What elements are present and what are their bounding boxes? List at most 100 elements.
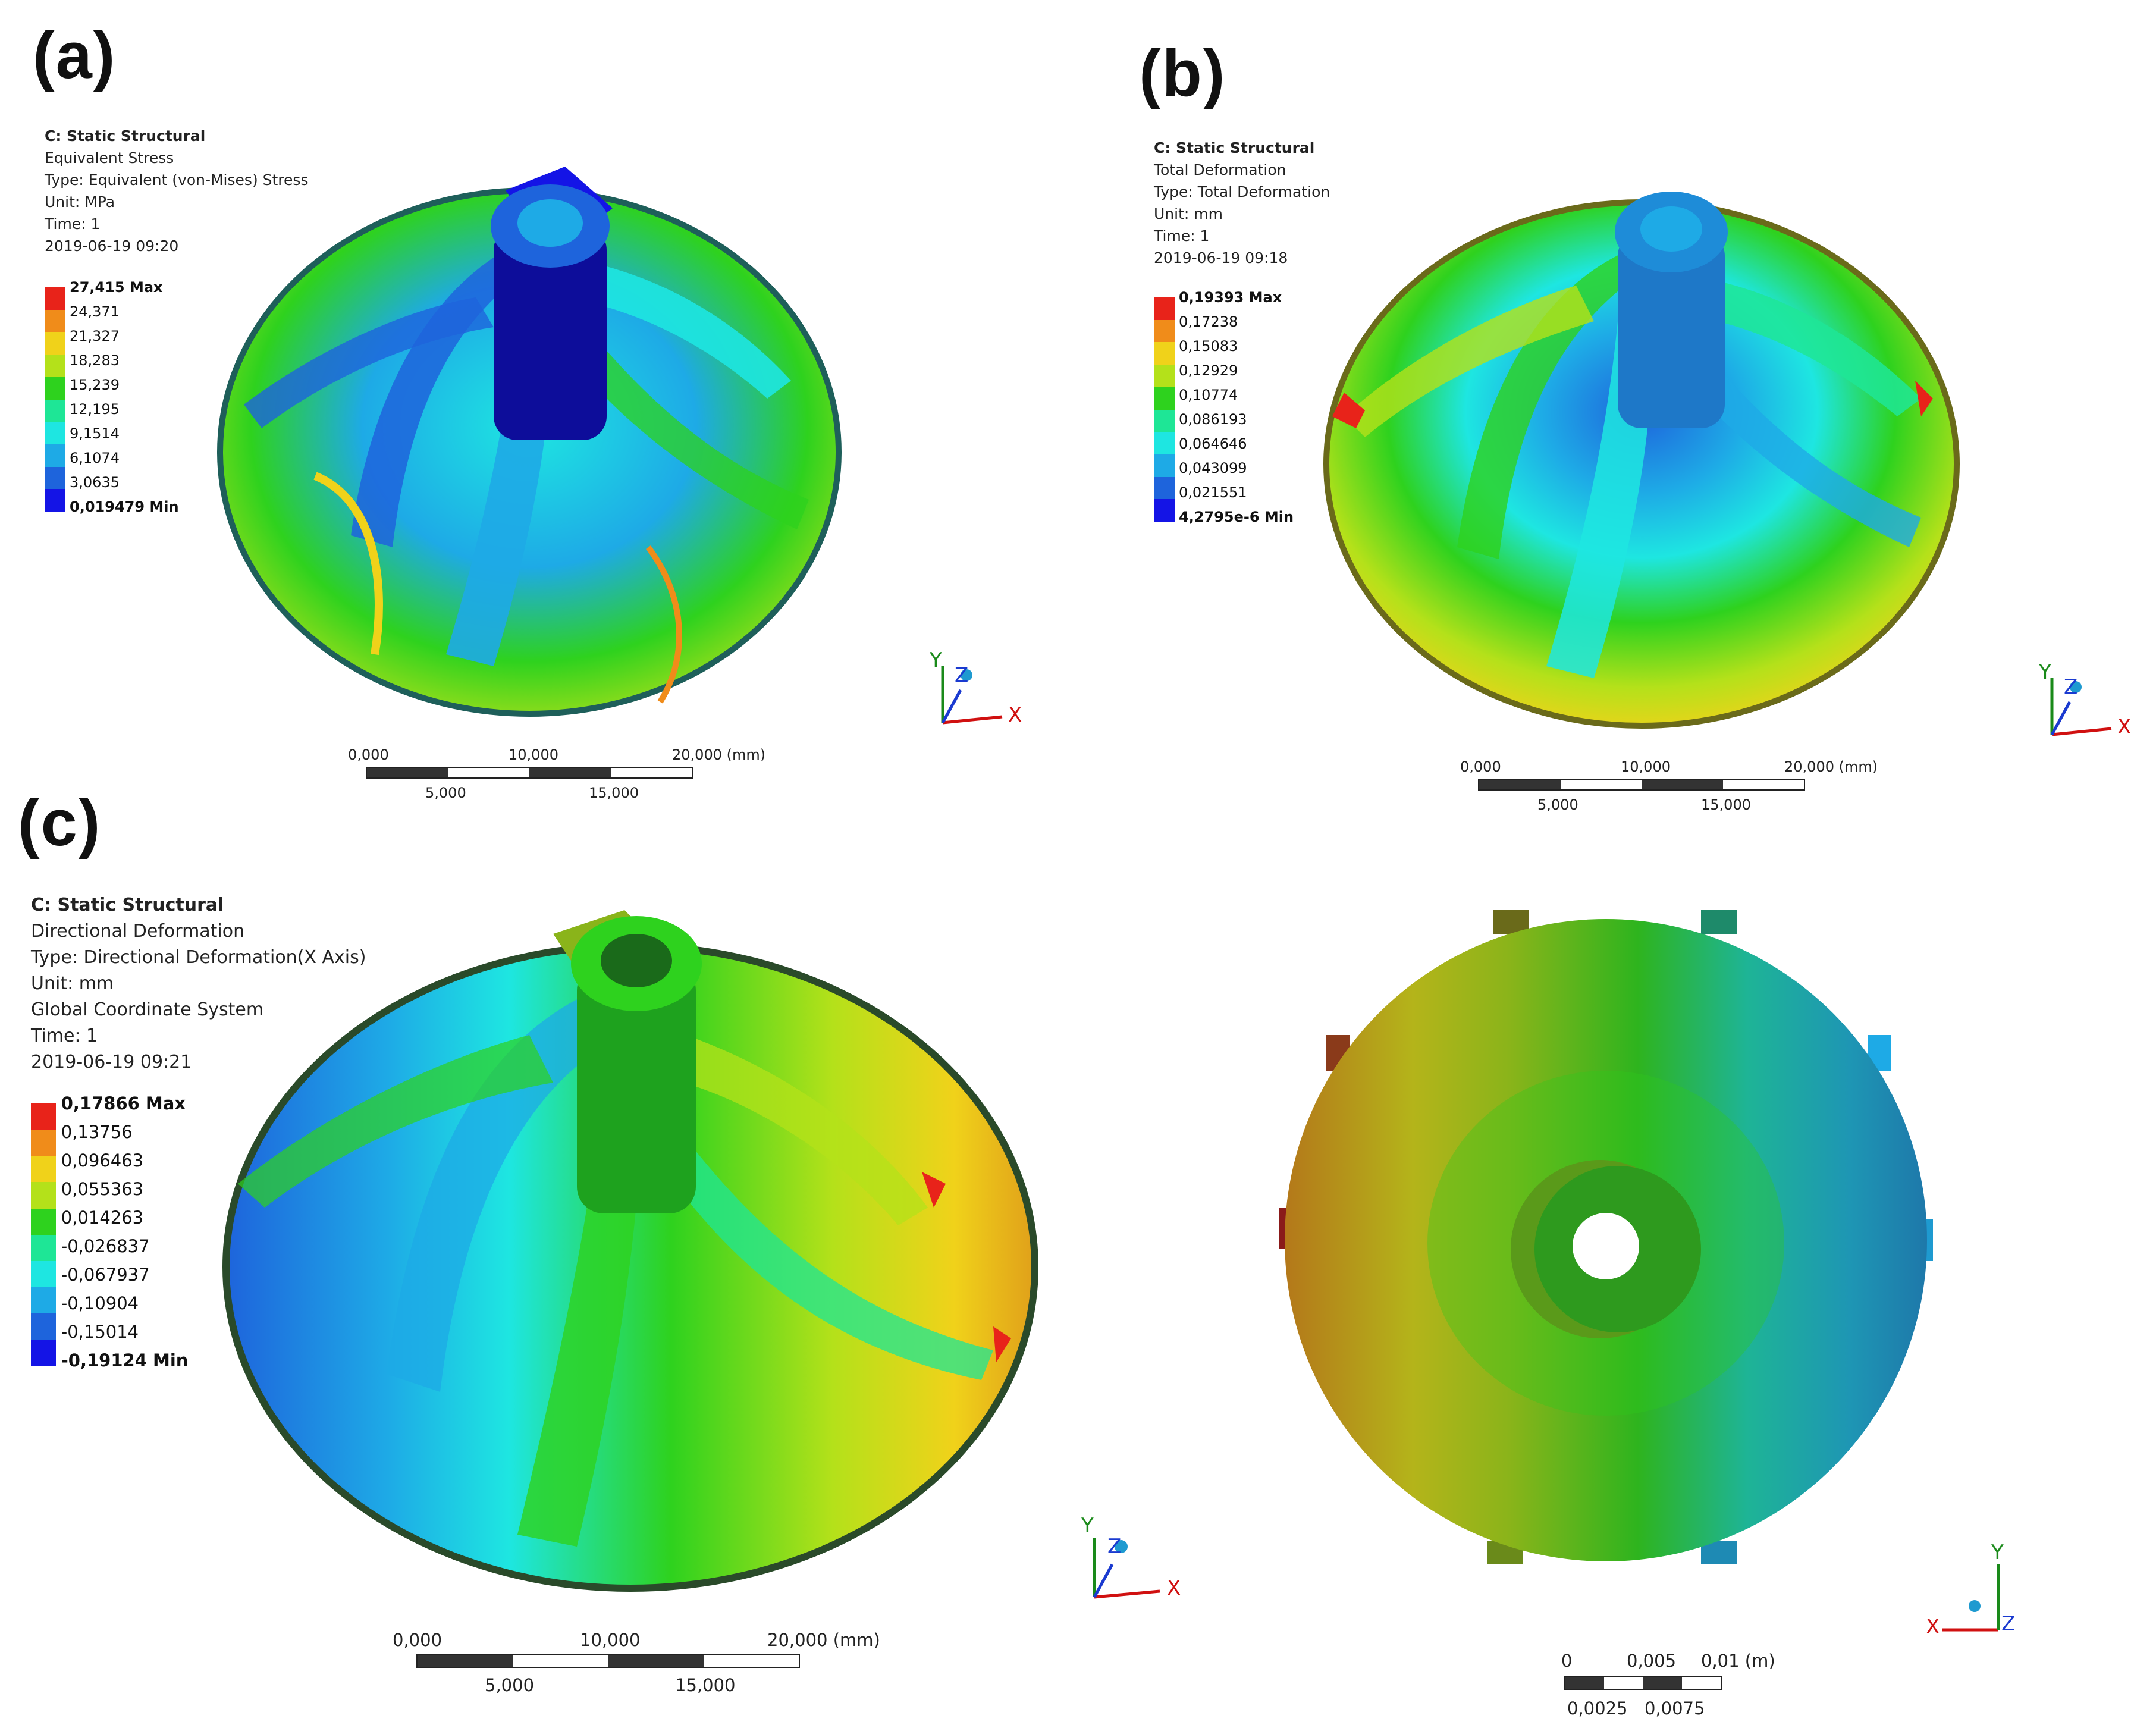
scale-bottom-0-a: 5,000 [425, 785, 466, 801]
legend-swatch [1154, 454, 1175, 477]
triad-svg-c [1093, 1538, 1160, 1599]
impeller-render-b [1323, 192, 1960, 729]
legend-swatch [1154, 432, 1175, 455]
legend-value: 0,043099 [1179, 459, 1247, 476]
blade-a-1 [351, 238, 541, 547]
scale-bottom-1-d: 0,0075 [1645, 1698, 1705, 1718]
blade-a-5 [244, 297, 494, 428]
legend-swatch [31, 1208, 57, 1235]
scale-top-0-a: 0,000 [348, 747, 389, 763]
legend-swatch [1154, 387, 1175, 410]
legend-value: 9,1514 [70, 425, 120, 442]
tip-b-2 [1915, 381, 1933, 416]
axis-x-label-c: X [1167, 1576, 1181, 1600]
axis-triad-d: X Y Z [1915, 1541, 2034, 1648]
blade-b-1 [1457, 250, 1642, 559]
legend-value: 0,019479 Min [70, 498, 179, 515]
axis-x-label-b: X [2117, 715, 2132, 739]
color-legend-c: 0,17866 Max 0,13756 0,096463 0,055363 0,0142… [31, 1093, 245, 1401]
legend-swatch [45, 444, 65, 467]
legend-swatch [1154, 297, 1175, 320]
legend-swatch [1154, 409, 1175, 432]
stream-a-1 [313, 472, 383, 656]
legend-swatch [45, 309, 65, 333]
legend-value: 21,327 [70, 327, 120, 344]
info-unit: Unit: MPa [45, 193, 115, 211]
axis-x-label-a: X [1008, 703, 1022, 727]
blade-c-3 [517, 1112, 642, 1547]
legend-swatch [45, 422, 65, 445]
info-time: Time: 1 [31, 1025, 98, 1046]
hub-c [577, 964, 696, 1213]
blade-a-4 [559, 315, 809, 529]
blade-c-2 [648, 1023, 928, 1225]
triad-svg-d [1942, 1564, 2000, 1632]
hub-a [494, 226, 607, 440]
legend-swatch [45, 287, 65, 310]
legend-value: 12,195 [70, 400, 120, 418]
scale-top-2-b: 20,000 (mm) [1784, 758, 1878, 775]
legend-swatch [31, 1182, 57, 1209]
info-box-c: C: Static Structural Directional Deforma… [31, 892, 366, 1075]
blade-b-2 [1677, 274, 1921, 416]
legend-value: 0,086193 [1179, 410, 1247, 428]
info-date: 2019-06-19 09:18 [1154, 249, 1288, 266]
info-box-a: C: Static Structural Equivalent Stress T… [45, 125, 308, 257]
legend-value: 0,055363 [61, 1178, 144, 1199]
legend-swatch [45, 332, 65, 355]
panel-label-a: (a) [33, 19, 117, 92]
info-analysis: C: Static Structural [31, 895, 224, 915]
legend-value: -0,19124 Min [61, 1350, 189, 1371]
info-analysis: C: Static Structural [45, 127, 206, 145]
axis-y-label-c: Y [1081, 1514, 1094, 1538]
scale-bottom-1-b: 15,000 [1701, 796, 1751, 813]
legend-value: 0,021551 [1179, 484, 1247, 501]
triad-svg-a [941, 666, 1003, 725]
legend-value: 15,239 [70, 376, 120, 393]
legend-value: 0,17238 [1179, 313, 1238, 330]
scale-top-1-b: 10,000 [1621, 758, 1671, 775]
panel-label-c: (c) [18, 786, 102, 860]
scale-top-2-a: 20,000 (mm) [672, 747, 766, 763]
legend-value: 0,12929 [1179, 362, 1238, 379]
legend-value: 18,283 [70, 352, 120, 369]
legend-value: 0,014263 [61, 1207, 144, 1228]
legend-value: 0,096463 [61, 1150, 144, 1171]
legend-value: 0,19393 Max [1179, 288, 1282, 306]
blade-a-2 [553, 256, 791, 399]
impeller-render-c [222, 910, 1038, 1592]
legend-value: 0,064646 [1179, 435, 1247, 452]
tab-d-5 [1493, 910, 1529, 934]
legend-swatch [31, 1313, 57, 1340]
scale-bar-b: 0,000 10,000 20,000 (mm) 5,000 15,000 [1460, 758, 1878, 824]
scale-top-0-d: 0 [1561, 1651, 1573, 1671]
legend-value: -0,15014 [61, 1321, 139, 1342]
legend-value: 3,0635 [70, 473, 120, 491]
color-legend-b: 0,19393 Max 0,17238 0,15083 0,12929 0,10774 0… [1154, 289, 1332, 547]
impeller-front-view [1279, 910, 1933, 1564]
legend-value: 27,415 Max [70, 278, 163, 296]
info-result: Total Deformation [1154, 161, 1286, 178]
legend-swatch [31, 1260, 57, 1288]
triad-svg-b [2050, 678, 2112, 736]
legend-swatch [1154, 342, 1175, 365]
legend-swatch [31, 1340, 57, 1366]
info-result: Equivalent Stress [45, 149, 174, 167]
info-type: Type: Total Deformation [1154, 183, 1330, 200]
axis-z-label-d: Z [2001, 1612, 2016, 1636]
axis-triad-c: X Y Z [1065, 1514, 1195, 1609]
axis-triad-b: X Y Z [2028, 660, 2147, 744]
hub-hole-b [1640, 206, 1702, 252]
scale-top-0-b: 0,000 [1460, 758, 1501, 775]
legend-swatch [31, 1287, 57, 1314]
legend-swatch [1154, 319, 1175, 343]
blade-b-5 [1344, 286, 1594, 437]
axis-triad-a: X Y Z [919, 648, 1038, 732]
legend-swatch [45, 489, 65, 512]
legend-value: -0,10904 [61, 1293, 139, 1313]
scale-bottom-1-c: 15,000 [675, 1675, 736, 1695]
tab-d-6 [1701, 910, 1737, 934]
info-box-b: C: Static Structural Total Deformation T… [1154, 137, 1330, 269]
tip-c-2 [993, 1326, 1011, 1362]
scale-bottom-1-a: 15,000 [589, 785, 639, 801]
